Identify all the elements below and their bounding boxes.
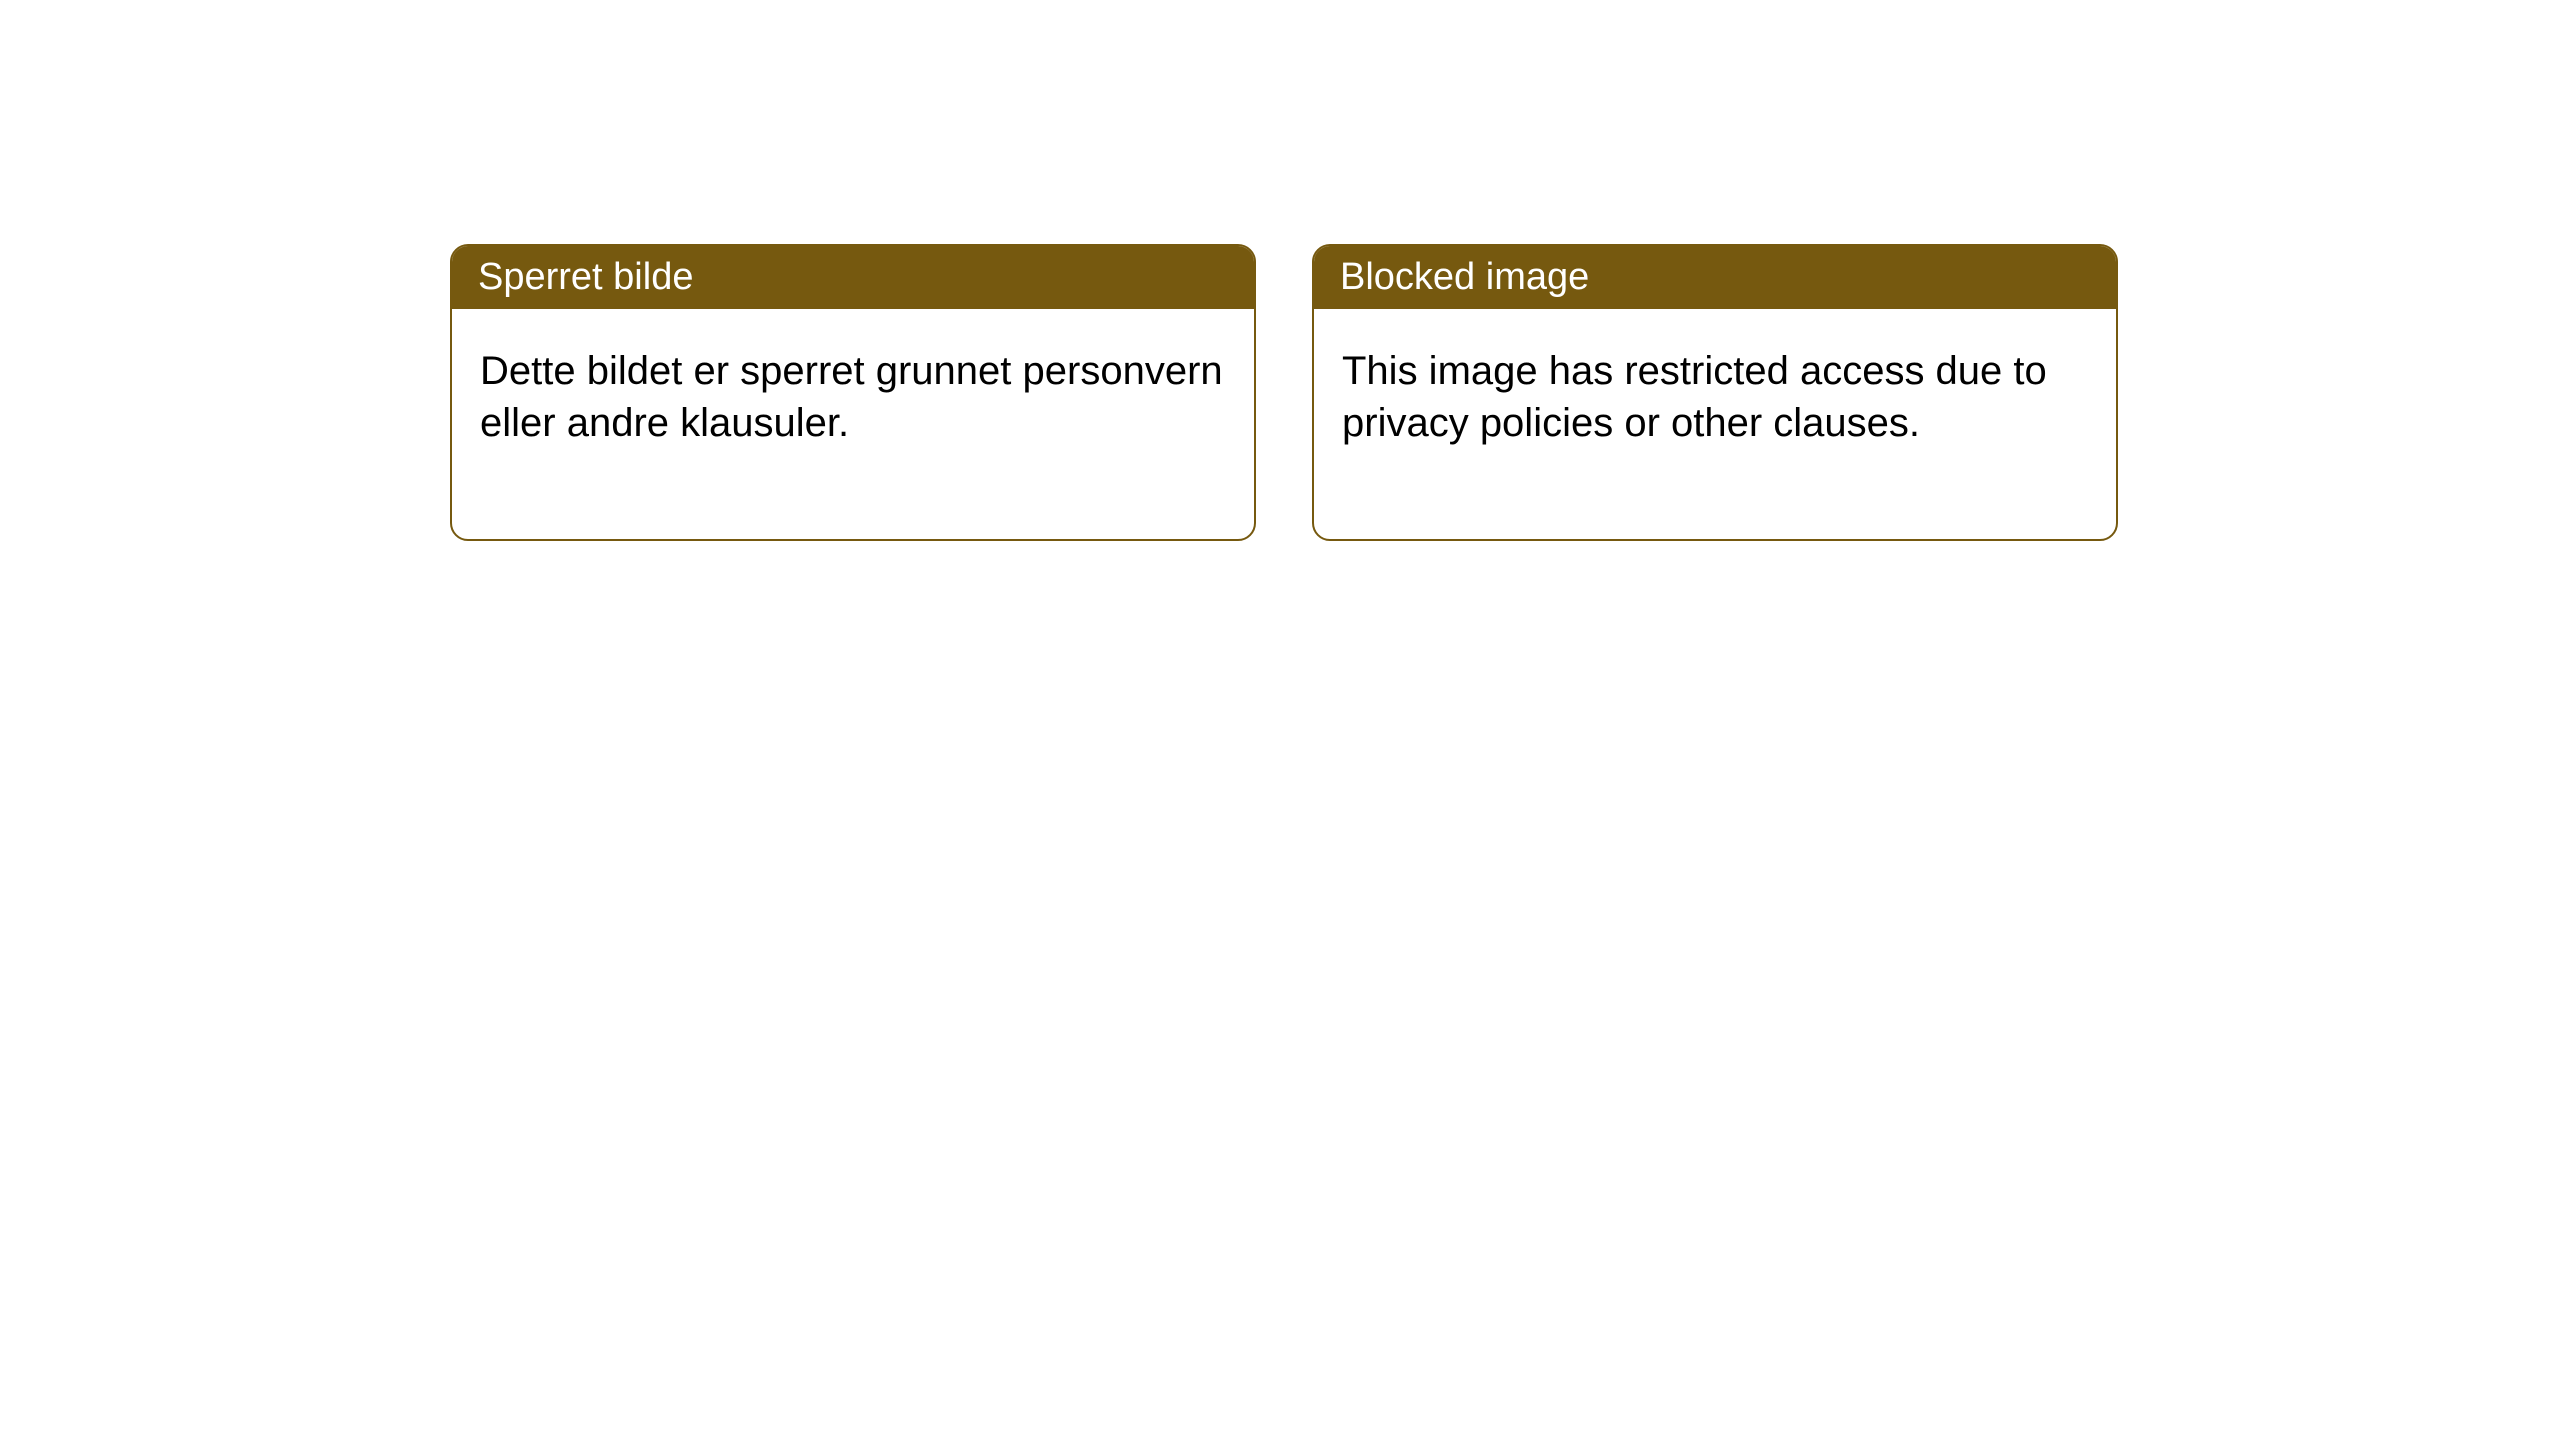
notice-card-body: Dette bildet er sperret grunnet personve… bbox=[452, 309, 1254, 539]
notice-card-english: Blocked image This image has restricted … bbox=[1312, 244, 2118, 541]
notice-card-title: Blocked image bbox=[1314, 246, 2116, 309]
notice-card-norwegian: Sperret bilde Dette bildet er sperret gr… bbox=[450, 244, 1256, 541]
notice-card-body: This image has restricted access due to … bbox=[1314, 309, 2116, 539]
notice-container: Sperret bilde Dette bildet er sperret gr… bbox=[0, 0, 2560, 541]
notice-card-title: Sperret bilde bbox=[452, 246, 1254, 309]
